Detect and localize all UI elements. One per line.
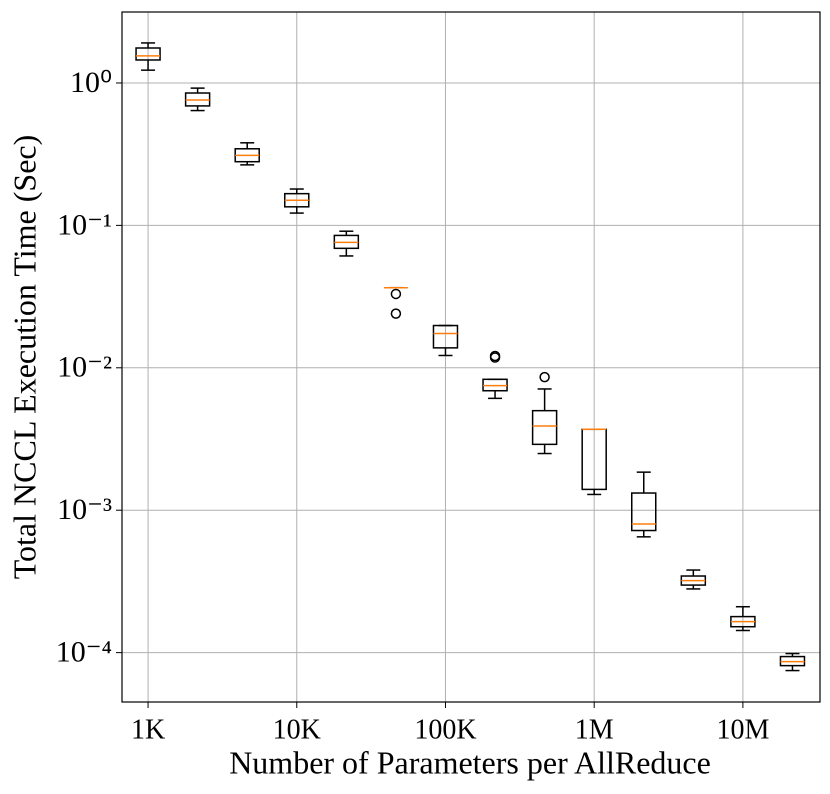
x-tick-label: 1K [131, 714, 165, 745]
x-tick-label: 100K [414, 714, 476, 745]
x-axis-label: Number of Parameters per AllReduce [229, 744, 711, 780]
y-axis-label: Total NCCL Execution Time (Sec) [6, 135, 42, 580]
x-tick-label: 10K [273, 714, 321, 745]
flier [489, 352, 501, 363]
box [135, 47, 161, 61]
flier [390, 288, 402, 300]
y-tick-label: 10⁻⁴ [56, 636, 112, 669]
x-tick-label: 10M [716, 714, 769, 745]
y-tick-label: 10⁻² [57, 351, 112, 384]
x-tick-label: 1M [575, 714, 614, 745]
plot-frame [121, 11, 821, 703]
box [631, 492, 657, 532]
flier [539, 371, 550, 383]
box [432, 324, 459, 349]
box [531, 409, 558, 446]
y-tick-label: 10⁻¹ [57, 208, 112, 241]
y-tick-label: 10⁰ [70, 66, 112, 99]
y-tick-label: 10⁻³ [57, 493, 112, 526]
flier [390, 308, 402, 319]
